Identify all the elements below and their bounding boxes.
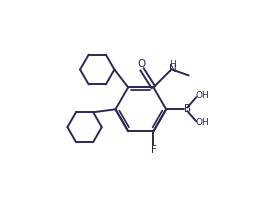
Text: B: B [184,104,191,114]
Text: OH: OH [196,91,209,100]
Text: F: F [151,145,157,155]
Text: OH: OH [196,118,209,128]
Text: N: N [168,64,176,74]
Text: H: H [169,60,176,69]
Text: O: O [137,60,145,69]
